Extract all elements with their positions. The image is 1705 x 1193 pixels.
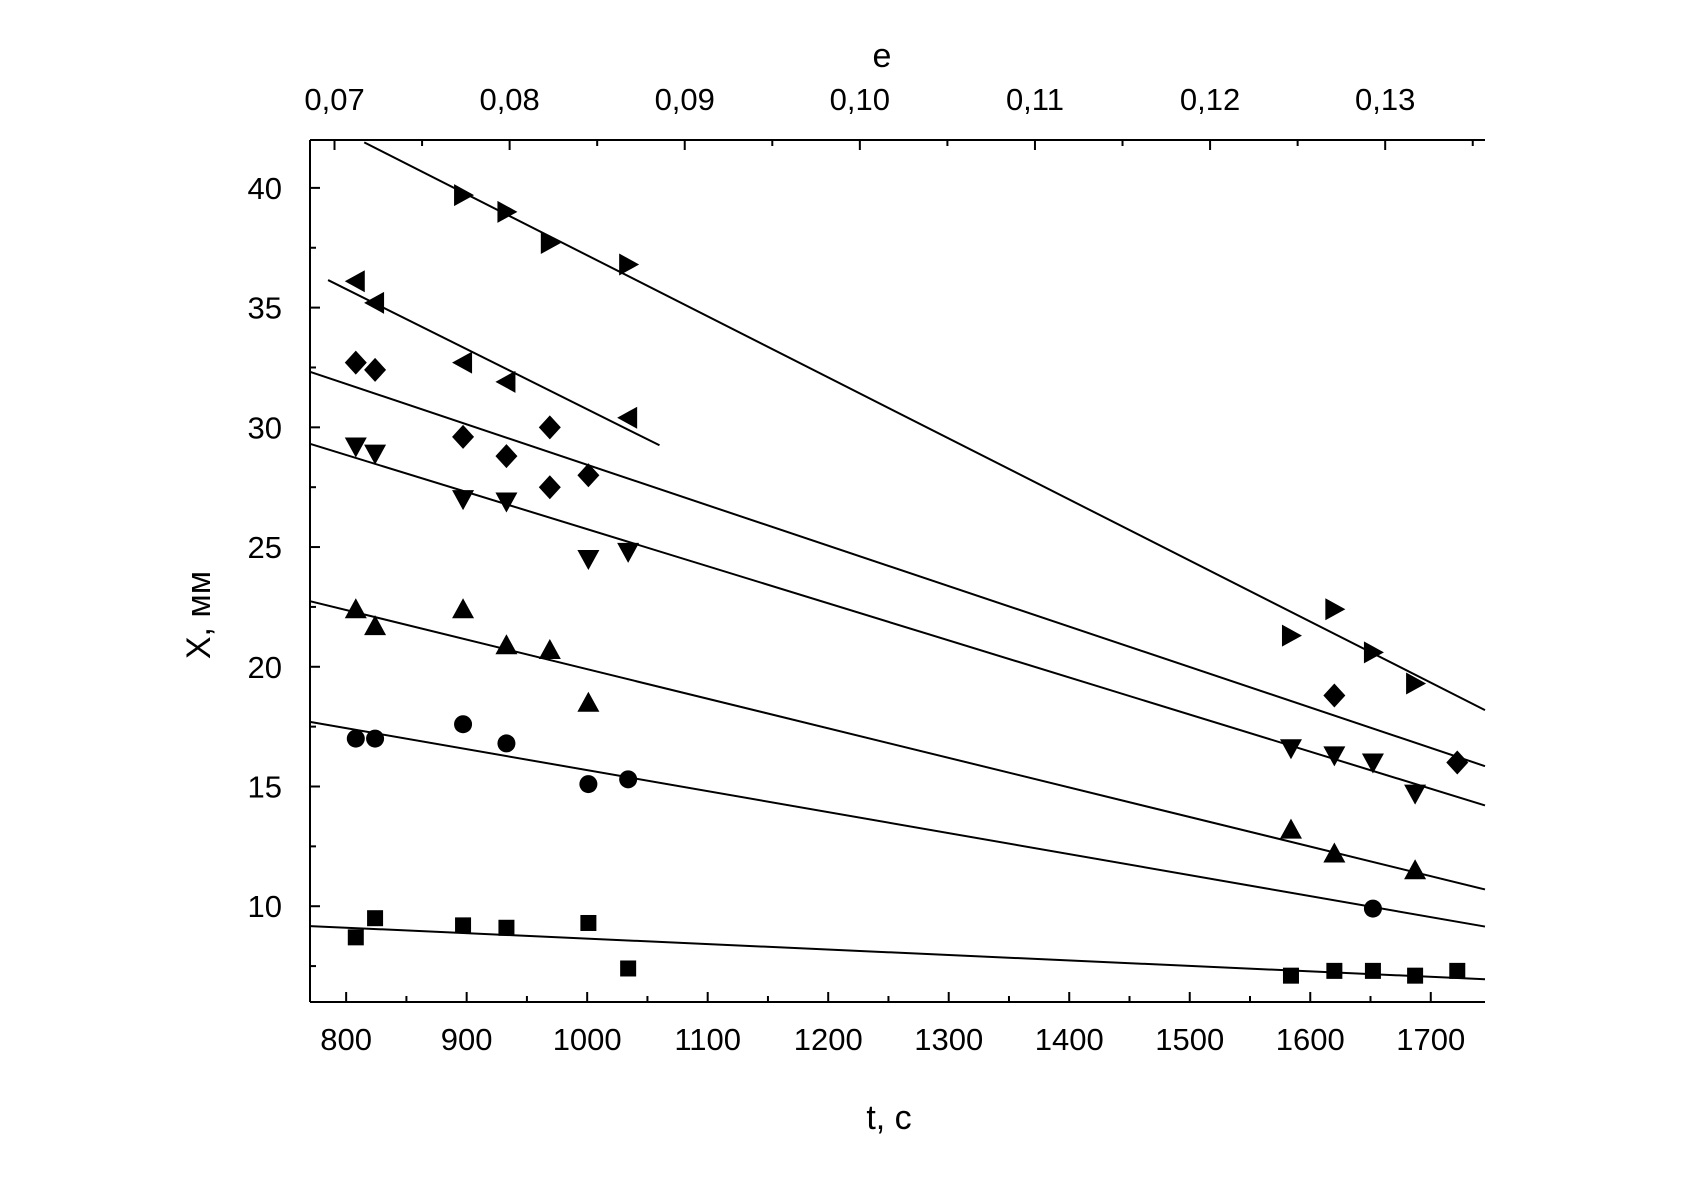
point-triangle-up bbox=[1404, 859, 1427, 880]
plot-frame bbox=[309, 139, 1485, 1003]
point-triangle-left bbox=[617, 406, 638, 429]
point-triangle-left bbox=[495, 370, 516, 393]
point-square bbox=[1364, 962, 1381, 979]
point-triangle-left bbox=[452, 351, 473, 374]
point-square bbox=[1407, 967, 1424, 984]
top-tick-label: 0,08 bbox=[479, 82, 539, 117]
point-triangle-right bbox=[1363, 641, 1384, 664]
point-triangle-down bbox=[364, 444, 387, 465]
top-tick-label: 0,09 bbox=[655, 82, 715, 117]
fit-line-triangle-right bbox=[363, 141, 1486, 712]
x-axis-label: t, с bbox=[866, 1099, 911, 1137]
x-tick-label: 1000 bbox=[553, 1022, 622, 1057]
point-triangle-right bbox=[1406, 672, 1427, 695]
y-tick-label: 10 bbox=[248, 889, 282, 924]
x-tick-label: 1100 bbox=[674, 1022, 741, 1057]
point-triangle-down bbox=[344, 437, 367, 458]
point-circle bbox=[346, 729, 365, 748]
data-points bbox=[344, 184, 1469, 984]
point-diamond bbox=[1446, 750, 1469, 775]
x-tick-label: 1400 bbox=[1035, 1022, 1104, 1057]
point-diamond bbox=[538, 475, 561, 500]
point-triangle-up bbox=[364, 615, 387, 636]
point-triangle-up bbox=[538, 639, 561, 660]
point-triangle-right bbox=[619, 253, 640, 276]
point-triangle-down bbox=[1404, 784, 1427, 805]
point-diamond bbox=[1323, 683, 1346, 708]
y-tick-label: 20 bbox=[248, 650, 282, 685]
point-circle bbox=[366, 729, 385, 748]
y-tick-label: 35 bbox=[248, 291, 282, 326]
y-axis-ticks: 10 15 20 25 30 35 40 bbox=[248, 171, 320, 968]
fit-line-diamond bbox=[309, 370, 1486, 768]
point-diamond bbox=[577, 463, 600, 488]
point-diamond bbox=[344, 350, 367, 375]
point-diamond bbox=[364, 357, 387, 382]
point-square bbox=[620, 960, 637, 977]
point-triangle-down bbox=[1279, 739, 1302, 760]
top-axis-ticks: 0,07 0,08 0,09 0,10 0,11 0,12 0,13 bbox=[304, 82, 1474, 150]
fit-line-triangle-up bbox=[309, 600, 1486, 891]
y-tick-label: 30 bbox=[248, 410, 282, 445]
point-square bbox=[367, 910, 384, 927]
point-circle bbox=[1363, 899, 1382, 918]
fit-lines bbox=[309, 141, 1486, 981]
top-tick-label: 0,12 bbox=[1180, 82, 1240, 117]
point-triangle-down bbox=[495, 492, 518, 513]
point-triangle-up bbox=[577, 691, 600, 712]
fit-line-square bbox=[309, 925, 1486, 981]
point-diamond bbox=[495, 444, 518, 469]
y-tick-label: 25 bbox=[248, 530, 282, 565]
y-tick-label: 40 bbox=[248, 171, 282, 206]
point-triangle-right bbox=[1325, 598, 1346, 621]
point-triangle-down bbox=[617, 542, 640, 563]
point-square bbox=[498, 919, 515, 936]
x-tick-label: 1500 bbox=[1155, 1022, 1224, 1057]
point-square bbox=[580, 914, 597, 931]
x-tick-label: 1700 bbox=[1396, 1022, 1465, 1057]
point-triangle-up bbox=[452, 598, 475, 619]
point-triangle-up bbox=[1279, 818, 1302, 839]
point-circle bbox=[497, 734, 516, 753]
point-triangle-right bbox=[540, 231, 561, 254]
point-circle bbox=[454, 715, 473, 734]
point-square bbox=[347, 929, 364, 946]
point-triangle-left bbox=[364, 291, 385, 314]
point-diamond bbox=[452, 424, 475, 449]
x-tick-label: 900 bbox=[441, 1022, 493, 1057]
top-tick-label: 0,10 bbox=[830, 82, 890, 117]
top-tick-label: 0,07 bbox=[304, 82, 364, 117]
point-square bbox=[1326, 962, 1343, 979]
point-square bbox=[455, 917, 472, 934]
point-square bbox=[1282, 967, 1299, 984]
top-axis-label: e bbox=[873, 37, 892, 75]
x-axis-ticks: 800 900 1000 1100 1200 1300 1400 1500 1600 1700 bbox=[320, 992, 1465, 1057]
point-square bbox=[1449, 962, 1466, 979]
point-triangle-up bbox=[344, 598, 367, 619]
top-tick-label: 0,11 bbox=[1006, 82, 1064, 117]
point-triangle-down bbox=[1323, 746, 1346, 767]
point-triangle-down bbox=[1361, 753, 1384, 774]
point-triangle-right bbox=[1281, 624, 1302, 647]
y-tick-label: 15 bbox=[248, 770, 282, 805]
fit-line-triangle-down bbox=[309, 442, 1486, 807]
x-tick-label: 1300 bbox=[914, 1022, 983, 1057]
point-circle bbox=[619, 770, 638, 789]
point-triangle-right bbox=[454, 184, 475, 207]
y-axis-label: X, мм bbox=[180, 571, 218, 659]
top-tick-label: 0,13 bbox=[1355, 82, 1415, 117]
point-triangle-left bbox=[344, 270, 365, 293]
point-triangle-down bbox=[452, 490, 475, 511]
fit-line-circle bbox=[309, 720, 1486, 928]
point-circle bbox=[579, 775, 598, 794]
x-tick-label: 1200 bbox=[794, 1022, 863, 1057]
point-triangle-down bbox=[577, 550, 600, 571]
point-triangle-up bbox=[1323, 842, 1346, 863]
point-triangle-right bbox=[497, 200, 518, 223]
point-triangle-up bbox=[495, 634, 518, 655]
x-tick-label: 800 bbox=[320, 1022, 372, 1057]
x-tick-label: 1600 bbox=[1276, 1022, 1345, 1057]
point-diamond bbox=[538, 415, 561, 440]
